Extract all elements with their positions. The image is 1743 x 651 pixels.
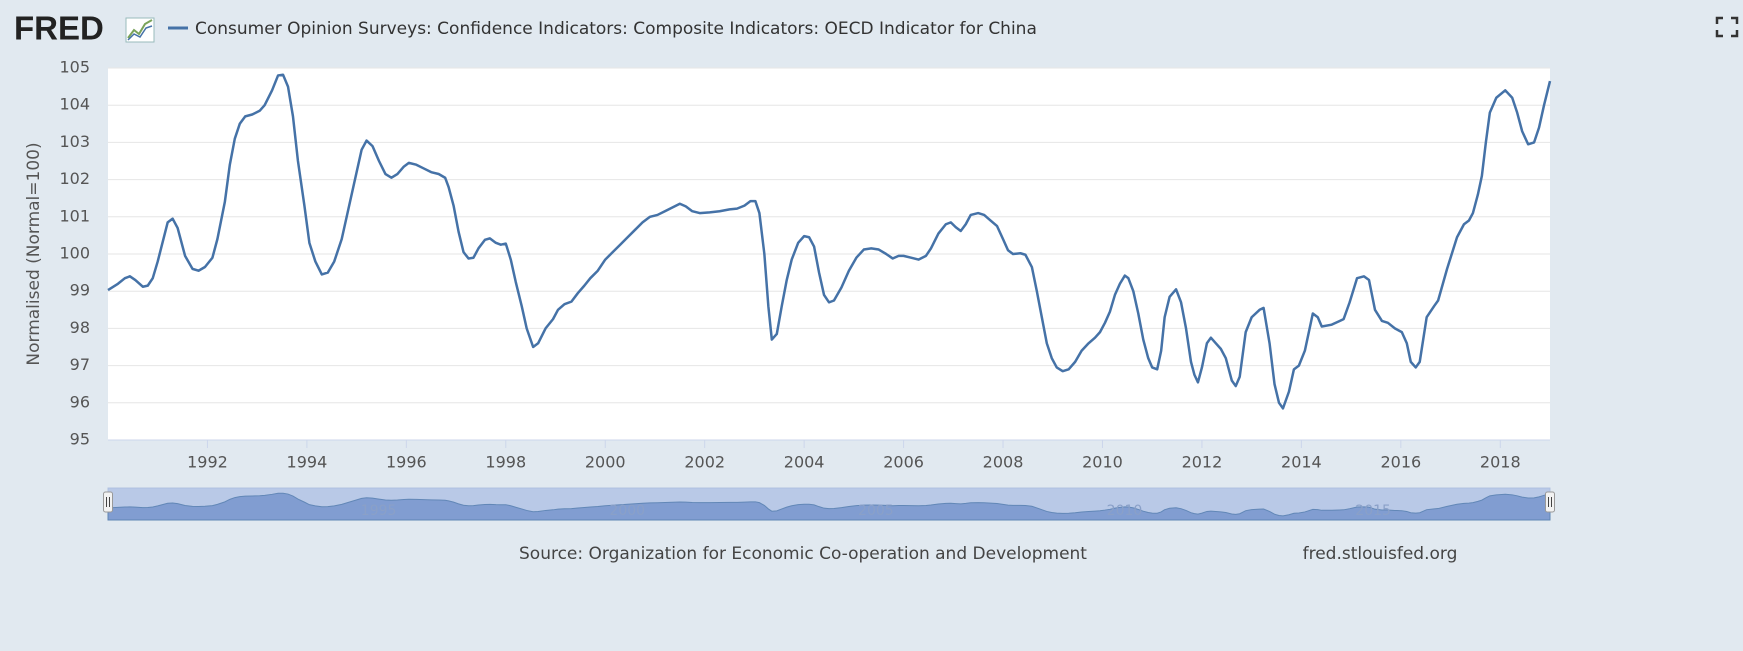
- x-tick-label: 2018: [1480, 453, 1521, 472]
- navigator-handle[interactable]: [1545, 491, 1555, 513]
- navigator-tick-label: 1995: [361, 503, 397, 519]
- source: Source: Organization for Economic Co-ope…: [519, 544, 1087, 564]
- x-tick-label: 2016: [1380, 453, 1421, 472]
- x-tick-label: 2006: [883, 453, 924, 472]
- y-axis-label: Normalised (Normal=100): [24, 142, 44, 365]
- x-tick-label: 2014: [1281, 453, 1322, 472]
- series-line: [107, 73, 1552, 410]
- y-tick-label: 100: [59, 244, 90, 263]
- y-tick-label: 96: [70, 392, 90, 411]
- y-tick-label: 103: [59, 132, 90, 151]
- navigator-tick-label: 2015: [1355, 503, 1391, 519]
- y-tick-label: 101: [59, 206, 90, 225]
- logo: FRED: [14, 10, 104, 47]
- navigator-handle-body: [1545, 491, 1555, 513]
- y-tick-label: 97: [70, 355, 90, 374]
- x-tick-label: 2012: [1182, 453, 1223, 472]
- x-tick-label: 2004: [784, 453, 825, 472]
- navigator-area: [107, 492, 1551, 521]
- legend-label: Consumer Opinion Surveys: Confidence Ind…: [195, 19, 1037, 39]
- y-tick-label: 95: [70, 430, 90, 449]
- navigator-handle-body: [103, 491, 113, 513]
- x-tick-label: 1994: [287, 453, 328, 472]
- fullscreen-icon[interactable]: [1715, 16, 1739, 38]
- x-tick-label: 1992: [187, 453, 228, 472]
- y-tick-label: 104: [59, 95, 90, 114]
- y-tick-label: 99: [70, 281, 90, 300]
- navigator-tick-label: 2010: [1107, 503, 1143, 519]
- x-tick-label: 2002: [684, 453, 725, 472]
- y-tick-label: 102: [59, 169, 90, 188]
- y-tick-label: 105: [59, 58, 90, 77]
- site-url[interactable]: fred.stlouisfed.org: [1303, 544, 1458, 564]
- x-tick-label: 1996: [386, 453, 427, 472]
- y-tick-label: 98: [70, 318, 90, 337]
- logo-icon: [125, 17, 155, 43]
- x-tick-label: 2010: [1082, 453, 1123, 472]
- x-tick-label: 1998: [485, 453, 526, 472]
- navigator-tick-label: 2000: [609, 503, 645, 519]
- navigator-tick-label: 2005: [858, 503, 894, 519]
- navigator-handle[interactable]: [103, 491, 113, 513]
- x-tick-label: 2008: [983, 453, 1024, 472]
- x-tick-label: 2000: [585, 453, 626, 472]
